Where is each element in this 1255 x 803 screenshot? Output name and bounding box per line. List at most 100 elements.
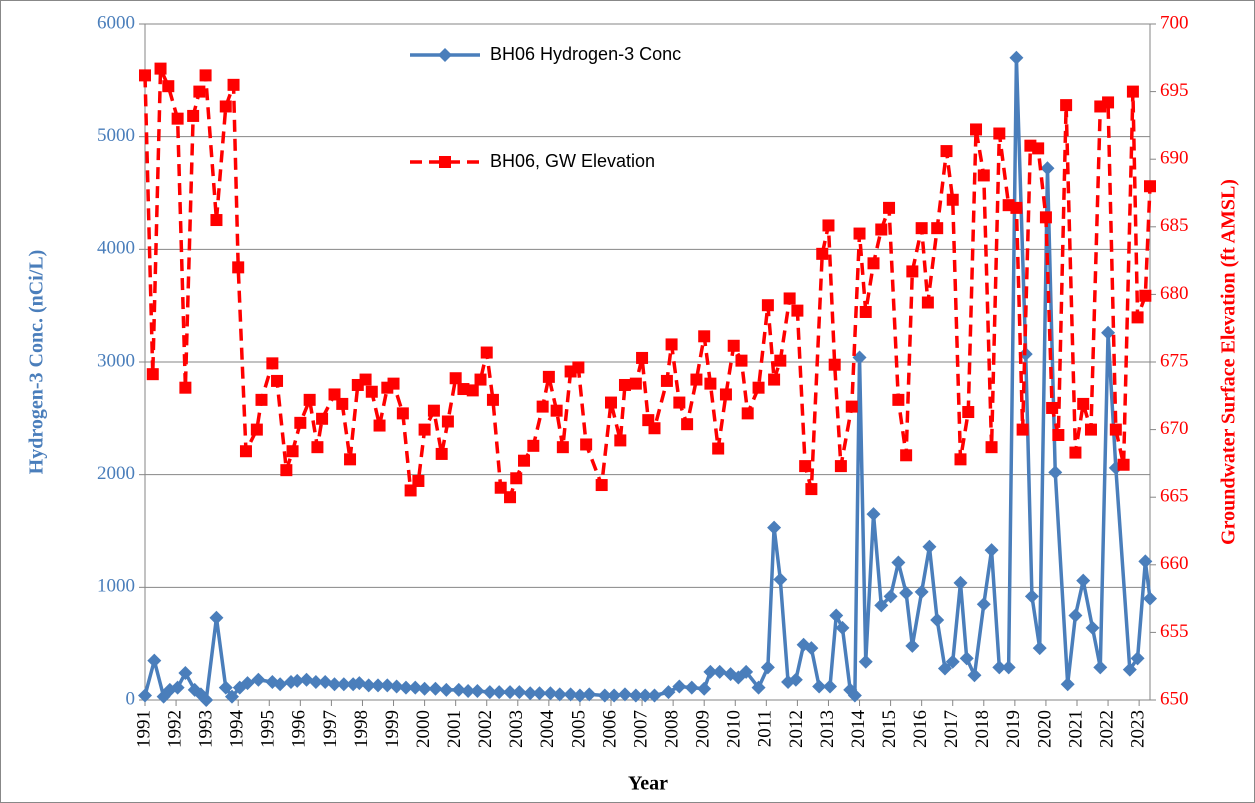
marker: [891, 555, 906, 570]
marker: [1126, 85, 1139, 98]
marker: [1084, 423, 1097, 436]
marker: [1130, 651, 1145, 666]
marker: [580, 438, 593, 451]
legend-marker: [439, 156, 451, 168]
legend-label: BH06, GW Elevation: [490, 151, 655, 171]
marker: [290, 673, 305, 688]
marker: [218, 680, 233, 695]
marker: [922, 539, 937, 554]
marker: [921, 296, 934, 309]
marker: [752, 381, 765, 394]
marker: [154, 62, 167, 75]
marker: [1024, 589, 1039, 604]
x-tick-label: 1996: [289, 710, 310, 748]
y2-tick-label: 695: [1160, 80, 1189, 101]
marker: [970, 123, 983, 136]
marker: [494, 481, 507, 494]
marker: [829, 608, 844, 623]
marker: [336, 677, 351, 692]
marker: [1032, 641, 1047, 656]
y2-tick-label: 675: [1160, 350, 1189, 371]
marker: [294, 416, 307, 429]
marker: [380, 678, 395, 693]
marker: [199, 69, 212, 82]
marker: [1101, 325, 1116, 340]
marker: [492, 685, 507, 700]
marker: [227, 78, 240, 91]
marker: [1016, 423, 1029, 436]
marker: [1060, 99, 1073, 112]
marker: [845, 400, 858, 413]
marker: [1102, 96, 1115, 109]
legend-label: BH06 Hydrogen-3 Conc: [490, 44, 681, 64]
marker: [804, 641, 819, 656]
marker: [906, 265, 919, 278]
marker: [311, 441, 324, 454]
marker: [1069, 446, 1082, 459]
marker: [556, 441, 569, 454]
marker: [899, 585, 914, 600]
marker: [266, 357, 279, 370]
marker: [712, 664, 727, 679]
y-tick-label: 3000: [97, 350, 135, 371]
marker: [1040, 161, 1055, 176]
marker: [962, 406, 975, 419]
marker: [210, 214, 223, 227]
marker: [953, 575, 968, 590]
y2-tick-label: 685: [1160, 215, 1189, 236]
marker: [542, 370, 555, 383]
marker: [866, 507, 881, 522]
marker: [251, 672, 266, 687]
marker: [604, 396, 617, 409]
marker: [1048, 465, 1063, 480]
marker: [572, 688, 587, 703]
marker: [1139, 289, 1152, 302]
y2-tick-label: 690: [1160, 148, 1189, 169]
marker: [486, 393, 499, 406]
marker: [783, 292, 796, 305]
marker: [417, 681, 432, 696]
marker: [503, 685, 518, 700]
x-tick-label: 2023: [1127, 710, 1148, 748]
marker: [466, 384, 479, 397]
marker: [945, 654, 960, 669]
marker: [905, 638, 920, 653]
marker: [805, 483, 818, 496]
marker: [461, 683, 476, 698]
x-tick-label: 2000: [413, 710, 434, 748]
marker: [286, 445, 299, 458]
marker: [408, 680, 423, 695]
x-tick-label: 2017: [941, 710, 962, 748]
marker: [412, 474, 425, 487]
marker: [439, 682, 454, 697]
marker: [532, 686, 547, 701]
y2-tick-label: 680: [1160, 283, 1189, 304]
marker: [171, 112, 184, 125]
marker: [681, 418, 694, 431]
marker: [550, 404, 563, 417]
marker: [543, 686, 558, 701]
marker: [629, 377, 642, 390]
marker: [954, 453, 967, 466]
x-tick-label: 2003: [506, 710, 527, 748]
x-tick-label: 2022: [1096, 710, 1117, 748]
x-tick-label: 2018: [972, 710, 993, 748]
marker: [373, 419, 386, 432]
x-tick-label: 1997: [320, 710, 341, 748]
marker: [812, 679, 827, 694]
marker: [232, 261, 245, 274]
marker: [1076, 573, 1091, 588]
marker: [387, 377, 400, 390]
x-tick-label: 2002: [475, 710, 496, 748]
y2-tick-label: 650: [1160, 688, 1189, 709]
marker: [239, 445, 252, 458]
x-tick-label: 1995: [258, 710, 279, 748]
marker: [1143, 591, 1157, 606]
marker: [835, 620, 850, 635]
marker: [1138, 554, 1153, 569]
marker: [661, 685, 676, 700]
marker: [816, 247, 829, 260]
marker: [984, 543, 999, 558]
x-tick-label: 2006: [599, 710, 620, 748]
y2-tick-label: 670: [1160, 418, 1189, 439]
